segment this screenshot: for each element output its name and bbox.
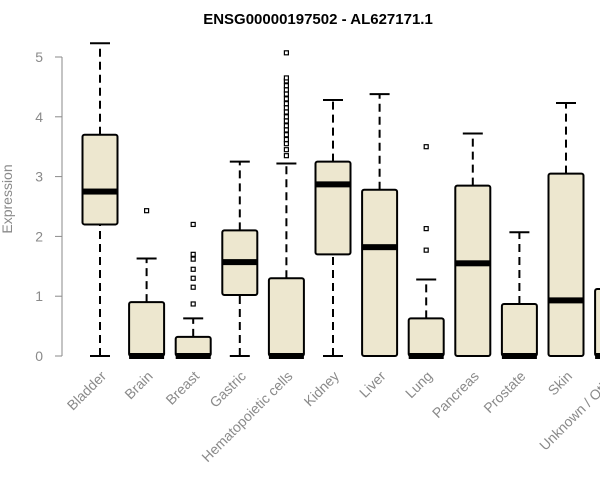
outlier-point — [283, 101, 289, 107]
outlier-point — [283, 109, 289, 115]
boxes-group — [81, 42, 600, 359]
box-liver — [361, 93, 399, 357]
box-skin — [547, 102, 585, 357]
outlier-point — [423, 226, 429, 232]
outlier-point — [283, 132, 289, 138]
median-line — [175, 353, 211, 359]
y-axis: 0 1 2 3 4 5 — [35, 49, 63, 364]
outlier-point — [283, 87, 289, 93]
outlier-point — [190, 301, 196, 307]
y-tick-label: 2 — [35, 228, 43, 244]
outlier-point — [283, 91, 289, 97]
iqr-box — [594, 288, 600, 357]
iqr-box — [361, 188, 399, 357]
x-tick-label: Pancreas — [429, 368, 482, 421]
iqr-box — [407, 317, 445, 357]
median-line — [408, 353, 444, 359]
x-tick-label: Gastric — [206, 368, 249, 411]
outlier-point — [190, 221, 196, 228]
median-line — [501, 353, 537, 359]
outlier-point — [283, 50, 289, 56]
box-brain — [128, 208, 166, 359]
box-hematopoietic-cells — [267, 50, 305, 359]
box-bladder — [81, 42, 119, 357]
outlier-point — [283, 114, 289, 120]
outlier-point — [283, 153, 289, 159]
outlier-point — [190, 266, 196, 272]
outlier-point — [190, 284, 196, 290]
y-tick-label: 4 — [35, 109, 43, 125]
box-breast — [174, 221, 212, 359]
median-line — [595, 353, 600, 359]
outlier-point — [190, 251, 196, 257]
median-line — [268, 353, 304, 359]
box-gastric — [221, 160, 259, 357]
median-line — [315, 181, 351, 188]
outlier-point — [283, 136, 289, 143]
x-tick-label: Lung — [402, 368, 435, 401]
outlier-point — [283, 75, 289, 81]
outlier-point — [283, 96, 289, 102]
y-tick-label: 1 — [35, 288, 43, 304]
iqr-box — [314, 160, 352, 256]
iqr-box — [128, 301, 166, 357]
outlier-point — [190, 256, 196, 262]
median-line — [548, 297, 584, 304]
box-pancreas — [454, 132, 492, 357]
iqr-box — [267, 277, 305, 358]
x-tick-label: Prostate — [480, 368, 528, 416]
outlier-point — [423, 247, 429, 253]
median-line — [455, 260, 491, 267]
outlier-point — [283, 127, 289, 133]
outlier-point — [283, 141, 289, 147]
box-kidney — [314, 99, 352, 357]
box-prostate — [500, 231, 538, 359]
x-tick-label: Hematopoietic cells — [198, 368, 295, 465]
iqr-box — [454, 184, 492, 357]
y-axis-label: Expression — [0, 164, 15, 233]
outlier-point — [283, 118, 289, 124]
outlier-point — [283, 105, 289, 111]
outlier-point — [283, 123, 289, 129]
x-tick-label: Skin — [545, 368, 576, 399]
outlier-point — [283, 83, 289, 89]
x-tick-label: Kidney — [301, 368, 343, 410]
median-line — [82, 188, 118, 195]
median-line — [222, 259, 258, 266]
outlier-point — [144, 208, 150, 214]
y-tick-label: 5 — [35, 49, 43, 65]
median-line — [362, 244, 398, 251]
x-tick-label: Breast — [162, 368, 202, 408]
outlier-point — [283, 147, 289, 153]
y-tick-label: 0 — [35, 348, 43, 364]
median-line — [129, 353, 165, 359]
box-lung — [407, 144, 445, 359]
y-tick-label: 3 — [35, 169, 43, 185]
iqr-box — [547, 172, 585, 357]
iqr-box — [81, 133, 119, 226]
outlier-point — [190, 275, 196, 281]
x-tick-label: Brain — [121, 368, 155, 402]
box-unknown-other — [594, 288, 600, 359]
x-tick-label: Bladder — [64, 368, 110, 414]
outlier-point — [423, 144, 429, 150]
x-tick-label: Liver — [356, 368, 389, 401]
chart-title: ENSG00000197502 - AL627171.1 — [203, 11, 433, 28]
iqr-box — [500, 302, 538, 357]
